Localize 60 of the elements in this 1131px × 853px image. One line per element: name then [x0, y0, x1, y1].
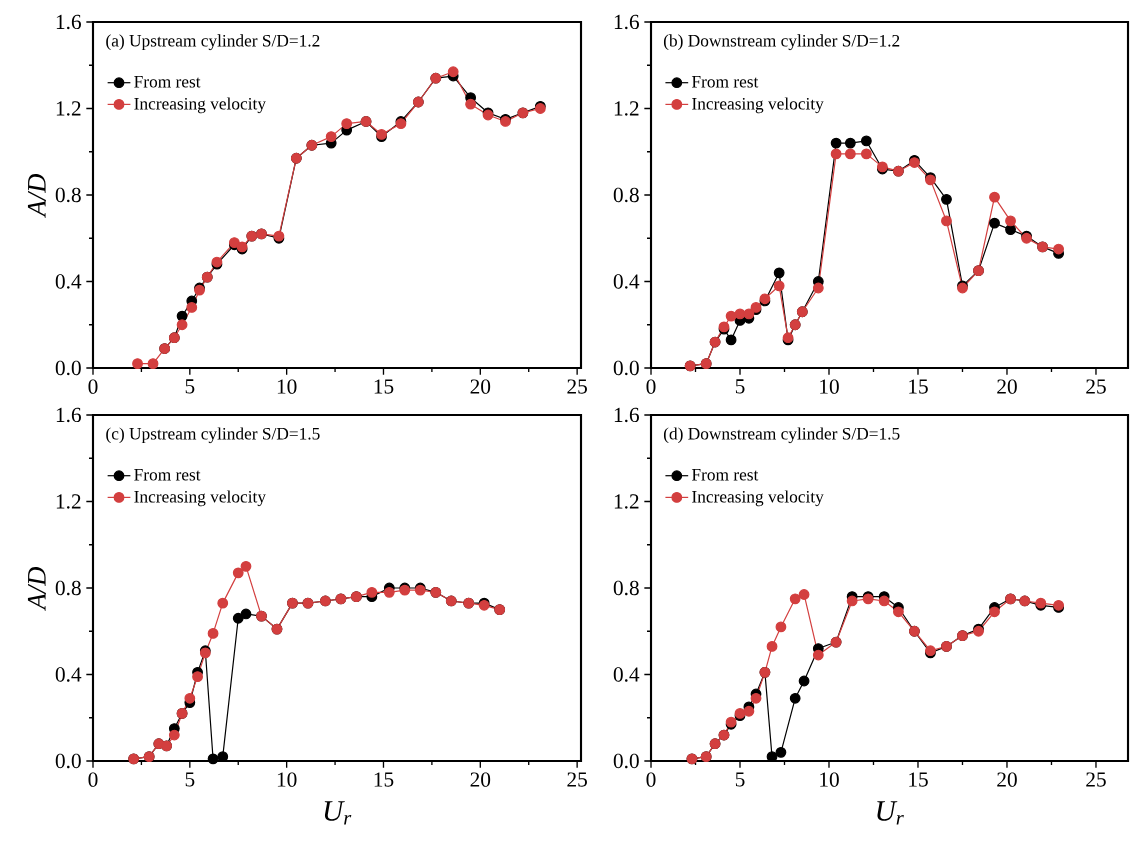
- x-tick-label: 0: [646, 772, 656, 787]
- legend-label: From rest: [691, 76, 759, 88]
- text: (a) Upstream cylinder S/D=1.2: [106, 34, 320, 51]
- legend-label: Increasing velocity: [692, 97, 824, 114]
- x-tick-label: 25: [567, 772, 587, 787]
- x-tick-label: 0: [646, 379, 656, 394]
- x-tick-label: 25: [1086, 379, 1106, 394]
- text: (b) Downstream cylinder S/D=1.2: [663, 34, 900, 51]
- legend-label: Increasing velocity: [134, 97, 266, 114]
- x-tick-label: 0: [88, 772, 98, 787]
- x-tick-label: 15: [909, 772, 928, 787]
- y-axis-title: A/D: [27, 566, 46, 611]
- y-tick-label: 1.2: [56, 494, 81, 509]
- x-tick-label: 5: [735, 379, 745, 394]
- legend-label: From rest: [134, 469, 201, 481]
- y-tick-label: 0.4: [613, 274, 640, 289]
- x-tick-label: 10: [820, 772, 839, 787]
- x-axis-title: U$_{r}$: [324, 801, 352, 825]
- y-tick-label: 1.6: [56, 14, 81, 30]
- x-tick-label: 20: [470, 379, 491, 394]
- x-tick-label: 20: [997, 379, 1017, 394]
- x-tick-label: 10: [277, 379, 297, 394]
- y-tick-label: 0.8: [55, 187, 81, 203]
- y-tick-label: 0.8: [55, 580, 81, 596]
- y-tick-label: 0.0: [55, 753, 81, 769]
- y-tick-label: 0.4: [613, 667, 640, 682]
- x-tick-label: 5: [185, 772, 195, 787]
- x-tick-label: 15: [909, 379, 928, 394]
- x-tick-label: 5: [735, 772, 745, 787]
- y-tick-label: 1.2: [614, 494, 639, 509]
- x-axis-title: U$_{r}$: [877, 801, 904, 825]
- text: (c) Upstream cylinder S/D=1.5: [106, 427, 320, 444]
- x-tick-label: 15: [374, 772, 394, 787]
- legend-label: Increasing velocity: [134, 490, 266, 507]
- x-tick-label: 5: [185, 379, 195, 394]
- x-tick-label: 20: [470, 772, 491, 787]
- legend-label: From rest: [134, 76, 201, 88]
- x-tick-label: 25: [567, 379, 587, 394]
- y-tick-label: 0.4: [55, 667, 82, 682]
- x-tick-label: 10: [277, 772, 297, 787]
- text: (d) Downstream cylinder S/D=1.5: [663, 427, 900, 444]
- x-tick-label: 0: [88, 379, 98, 394]
- y-tick-label: 1.2: [614, 101, 639, 116]
- y-tick-label: 0.8: [613, 580, 639, 596]
- legend-label: From rest: [691, 469, 759, 481]
- legend-label: Increasing velocity: [692, 490, 824, 507]
- y-tick-label: 0.0: [55, 360, 81, 376]
- x-tick-label: 25: [1086, 772, 1106, 787]
- y-tick-label: 0.8: [613, 187, 639, 203]
- y-axis-title: A/D: [27, 173, 46, 218]
- y-tick-label: 1.2: [56, 101, 81, 116]
- y-tick-label: 1.6: [614, 407, 639, 423]
- x-tick-label: 10: [820, 379, 839, 394]
- y-tick-label: 0.0: [613, 360, 639, 376]
- y-tick-label: 1.6: [614, 14, 639, 30]
- y-tick-label: 1.6: [56, 407, 81, 423]
- y-tick-label: 0.4: [55, 274, 82, 289]
- y-tick-label: 0.0: [613, 753, 639, 769]
- x-tick-label: 20: [997, 772, 1017, 787]
- x-tick-label: 15: [374, 379, 394, 394]
